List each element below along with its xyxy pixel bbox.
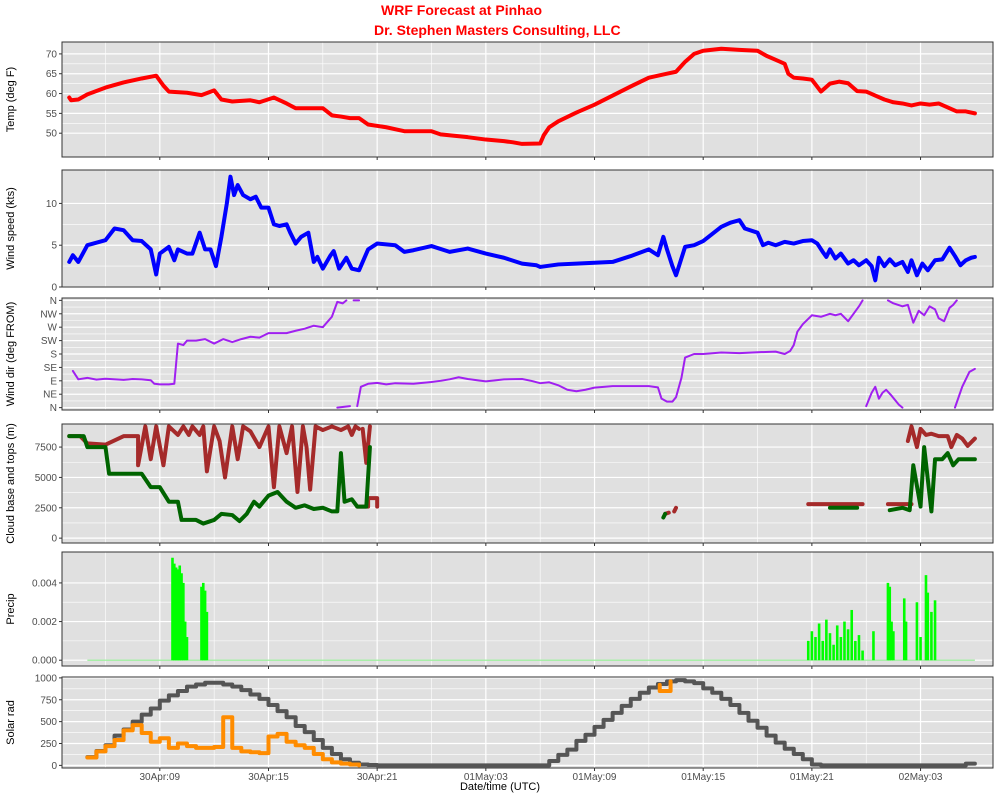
- cloud-series-b-1: [661, 511, 668, 520]
- y-tick-label: 5: [51, 241, 57, 252]
- y-tick-label: W: [48, 323, 58, 334]
- x-tick-label: 01May:21: [790, 772, 834, 783]
- chart-titles: WRF Forecast at Pinhao Dr. Stephen Maste…: [0, 0, 1000, 42]
- y-tick-label: 50: [46, 129, 58, 140]
- chart-title: WRF Forecast at Pinhao: [381, 2, 543, 18]
- y-tick-label: 65: [46, 69, 58, 80]
- y-tick-label: E: [50, 376, 57, 387]
- y-tick-label: SE: [44, 363, 58, 374]
- y-tick-label: 250: [40, 739, 57, 750]
- y-tick-label: 0.002: [32, 617, 57, 628]
- solar-series-2: [657, 679, 673, 693]
- y-axis-label-temp: Temp (deg F): [5, 67, 17, 132]
- wind_dir-series-4: [865, 385, 904, 409]
- y-tick-label: 0: [51, 283, 57, 294]
- panel-border-cloud: [61, 423, 994, 544]
- panel-border-temp: [61, 41, 994, 158]
- y-tick-label: 55: [46, 109, 58, 120]
- y-tick-label: NW: [40, 309, 57, 320]
- cloud-series-b-0: [67, 434, 372, 526]
- y-tick-label: N: [50, 296, 57, 307]
- cloud-series-4: [672, 505, 679, 514]
- solar-series-0: [85, 678, 977, 768]
- y-tick-label: 70: [46, 49, 58, 60]
- panel-bg-solar: [62, 677, 993, 768]
- x-tick-label: 30Apr:15: [248, 772, 289, 783]
- panel-bg-cloud: [62, 424, 993, 543]
- y-tick-label: 60: [46, 89, 58, 100]
- y-axis-label-cloud: Cloud base and tops (m): [5, 423, 17, 543]
- cloud-series-7: [905, 424, 977, 450]
- panel-border-wind_speed: [61, 169, 994, 288]
- cloud-series-1: [360, 424, 372, 465]
- x-tick-label: 01May:09: [573, 772, 617, 783]
- y-axis-label-solar: Solar rad: [5, 700, 17, 745]
- y-tick-label: 500: [40, 717, 57, 728]
- y-tick-label: 2500: [35, 503, 58, 514]
- wind_dir-series-3: [356, 299, 864, 408]
- y-tick-label: S: [50, 350, 57, 361]
- panel-border-precip: [61, 551, 994, 667]
- y-tick-label: 1000: [35, 673, 58, 684]
- wind_dir-series-2: [336, 405, 351, 409]
- panel-border-solar: [61, 676, 994, 769]
- y-tick-label: 7500: [35, 443, 58, 454]
- y-tick-label: 5000: [35, 473, 58, 484]
- chart-subtitle: Dr. Stephen Masters Consulting, LLC: [374, 22, 621, 38]
- wind_dir-series-5: [886, 299, 958, 324]
- cloud-series-b-3: [887, 445, 977, 514]
- y-tick-label: SW: [41, 336, 58, 347]
- y-tick-label: 750: [40, 695, 57, 706]
- y-axis-label-wind_dir: Wind dir (deg FROM): [5, 302, 17, 407]
- y-tick-label: 0.000: [32, 656, 57, 667]
- y-tick-label: 0: [51, 761, 57, 772]
- solar-series-1: [85, 715, 362, 768]
- y-tick-label: 0: [51, 534, 57, 545]
- x-tick-label: 01May:15: [681, 772, 725, 783]
- panel-bg-temp: [62, 42, 993, 157]
- x-tick-label: 02May:03: [899, 772, 943, 783]
- x-tick-label: 30Apr:21: [357, 772, 398, 783]
- panel-border-wind_dir: [61, 297, 994, 411]
- y-axis-label-wind_speed: Wind speed (kts): [5, 187, 17, 270]
- temp-series-0: [67, 46, 977, 146]
- x-tick-label: 30Apr:09: [140, 772, 181, 783]
- y-tick-label: N: [50, 403, 57, 414]
- wind_dir-series-6: [953, 367, 976, 409]
- x-tick-label: 01May:03: [464, 772, 508, 783]
- y-axis-label-precip: Precip: [5, 593, 17, 624]
- y-tick-label: 0.004: [32, 578, 57, 589]
- wind_dir-series-0: [71, 299, 348, 386]
- x-axis-label: Date/time (UTC): [459, 781, 541, 793]
- y-tick-label: 10: [46, 199, 58, 210]
- panel-bg-wind_speed: [62, 170, 993, 287]
- cloud-series-0: [67, 424, 362, 494]
- y-tick-label: NE: [43, 390, 57, 401]
- wind_speed-series-0: [67, 174, 977, 283]
